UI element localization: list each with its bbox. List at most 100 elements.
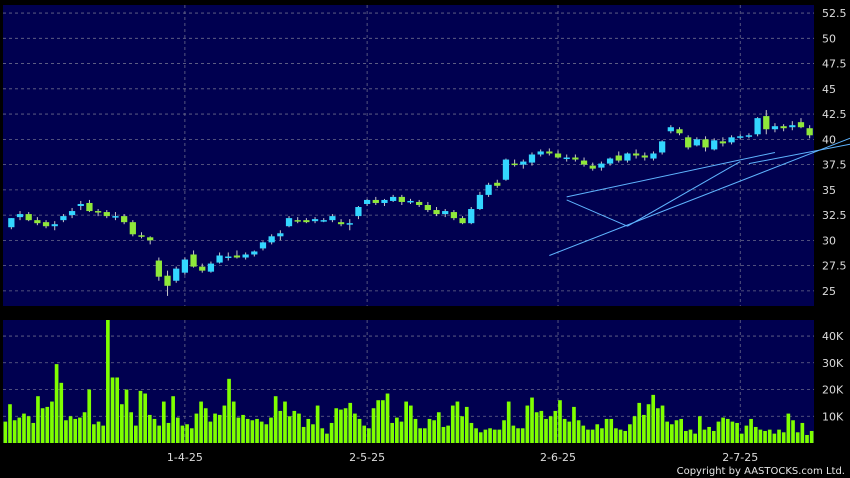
volume-bar: [329, 422, 334, 443]
volume-bar: [530, 397, 534, 443]
volume-bar: [147, 414, 152, 443]
volume-bar: [586, 429, 590, 443]
volume-bar: [544, 418, 548, 443]
volume-axis: 40K 30K 20K 10K: [822, 330, 844, 423]
candle-body: [806, 128, 813, 136]
volume-bar: [558, 400, 562, 443]
volume-bar: [353, 413, 357, 443]
volume-bar: [278, 410, 283, 443]
candle-body: [372, 199, 379, 203]
volume-bar: [520, 428, 525, 443]
volume-bar: [292, 410, 297, 443]
volume-bar: [106, 320, 110, 443]
volume-bar: [772, 433, 777, 443]
volume-bar: [311, 424, 315, 443]
volume-bar: [418, 428, 422, 443]
volume-bar: [12, 420, 17, 443]
trend-line: [627, 161, 741, 227]
volume-bar: [236, 417, 241, 443]
volume-bar: [483, 429, 488, 443]
volume-bar: [124, 389, 129, 443]
candle-body: [294, 220, 301, 222]
candle-body: [242, 254, 249, 258]
candle-body: [797, 122, 805, 128]
candle-body: [789, 125, 796, 128]
candle-body: [563, 157, 570, 160]
price-tick-label: 47.5: [822, 58, 847, 71]
candle-body: [259, 242, 267, 249]
candle-body: [355, 207, 362, 217]
volume-bar: [129, 412, 134, 443]
volume-bar: [175, 417, 180, 443]
volume-bar: [381, 400, 385, 443]
candle-body: [554, 153, 562, 158]
candle-body: [337, 222, 345, 225]
candle-body: [173, 268, 180, 281]
price-panel: [3, 5, 814, 306]
volume-bar: [180, 425, 185, 443]
price-axis: 52.5 50 47.5 45 42.5 40 37.5 35 32.5 30 27.5 25: [822, 7, 847, 298]
candle-body: [25, 214, 32, 221]
volume-bar: [651, 394, 656, 443]
candle-body: [112, 216, 119, 218]
candle-body: [650, 153, 657, 159]
candle-body: [103, 212, 110, 217]
candle-body: [51, 224, 58, 227]
volume-bar: [646, 404, 651, 443]
candle-body: [190, 254, 197, 267]
volume-bar: [3, 421, 8, 443]
volume-bar: [525, 405, 530, 443]
copyright-text: Copyright by AASTOCKS.com Ltd.: [677, 466, 845, 477]
volume-series: [3, 320, 814, 443]
volume-bar: [422, 428, 427, 443]
volume-bar: [50, 401, 54, 443]
volume-bar: [665, 421, 670, 443]
volume-bar: [17, 417, 22, 443]
volume-bar: [464, 406, 469, 443]
volume-bar: [642, 414, 646, 443]
volume-bar: [301, 426, 306, 443]
volume-bar: [441, 426, 446, 443]
volume-bar: [590, 429, 595, 443]
volume-bar: [189, 428, 194, 443]
volume-tick-label: 10K: [822, 410, 844, 423]
candle-body: [641, 155, 648, 158]
trend-line: [566, 199, 628, 227]
volume-bar: [809, 430, 814, 443]
gridlines: [3, 5, 814, 443]
volume-bar: [54, 364, 59, 443]
volume-bar: [427, 418, 432, 443]
volume-bar: [581, 425, 586, 443]
volume-bar: [478, 432, 483, 443]
price-tick-label: 25: [822, 285, 836, 298]
volume-bar: [152, 418, 157, 443]
candle-body: [424, 204, 431, 211]
candle-body: [303, 220, 310, 223]
volume-bar: [553, 410, 558, 443]
volume-bar: [660, 405, 665, 443]
volume-bar: [395, 417, 399, 443]
volume-bar: [73, 418, 78, 443]
candle-body: [685, 137, 692, 148]
candle-body: [346, 223, 353, 225]
candle-body: [442, 211, 449, 215]
candle-body: [164, 275, 171, 286]
volume-bar: [730, 421, 735, 443]
volume-bar: [334, 408, 339, 443]
volume-bar: [273, 396, 278, 443]
volume-bar: [628, 424, 632, 443]
volume-bar: [138, 390, 143, 443]
volume-bar: [40, 408, 45, 443]
volume-bar: [576, 420, 581, 443]
volume-panel: [3, 320, 814, 443]
volume-bar: [595, 424, 600, 443]
volume-bar: [194, 413, 199, 443]
candle-body: [719, 141, 727, 144]
volume-bar: [390, 422, 395, 443]
candle-body: [199, 266, 206, 271]
volume-bar: [572, 406, 576, 443]
date-axis: 1-4-252-5-252-6-252-7-251-8-251-9-25: [167, 451, 758, 464]
volume-bar: [632, 416, 637, 443]
candle-body: [624, 153, 631, 161]
candle-body: [181, 259, 189, 273]
